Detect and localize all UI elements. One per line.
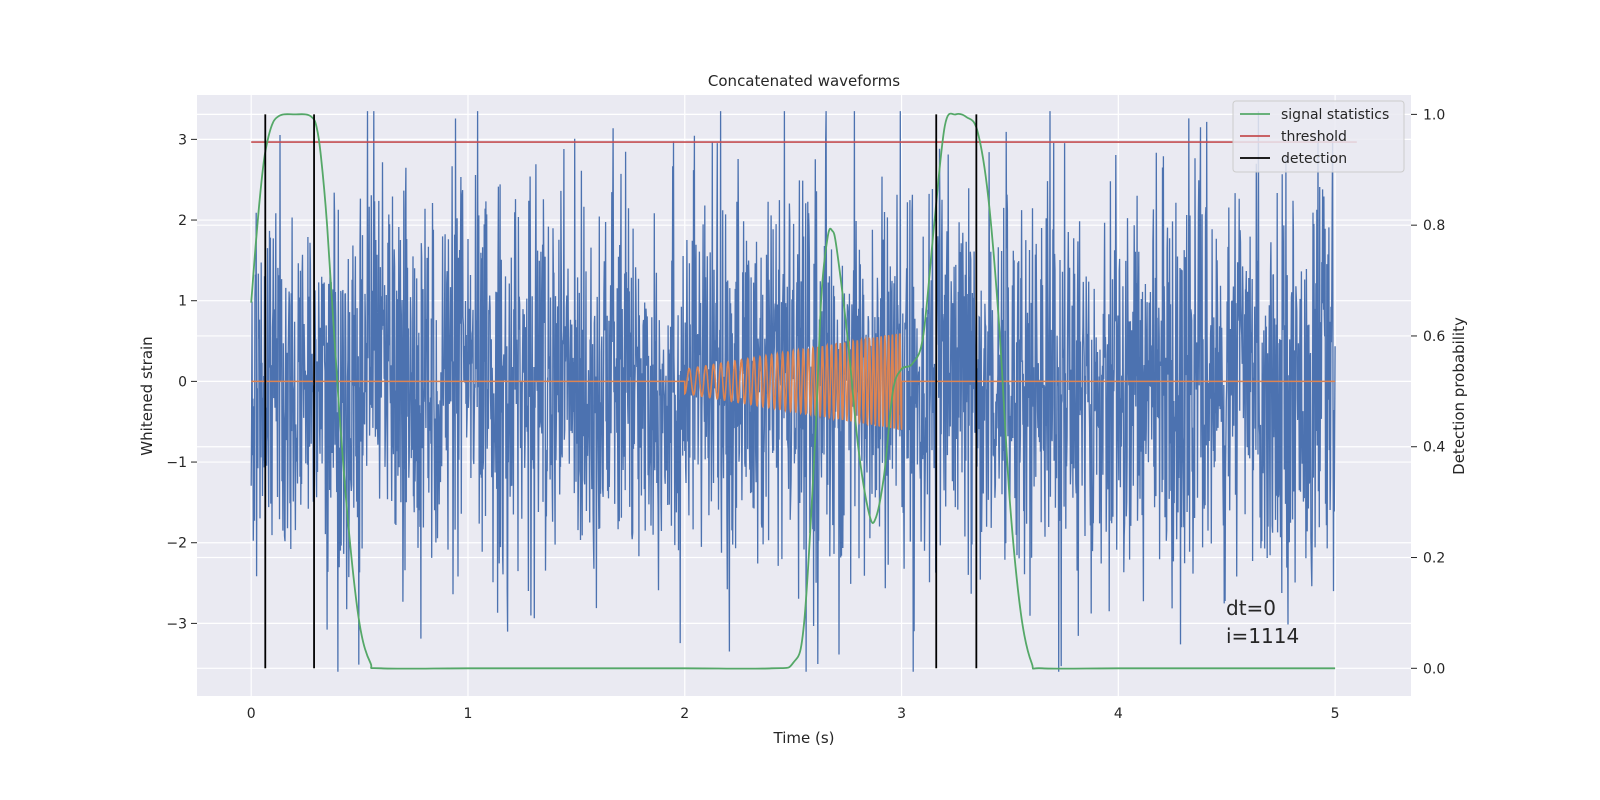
chart-title: Concatenated waveforms [708, 72, 900, 90]
annotation-dt: dt=0 [1226, 596, 1276, 620]
x-tick-label: 0 [247, 706, 256, 722]
legend: signal statistics threshold detection [1232, 100, 1405, 173]
y-tick-label: −3 [166, 616, 187, 632]
x-tick-label: 5 [1331, 706, 1340, 722]
y-right-tick-label: 1.0 [1423, 107, 1445, 123]
x-tick-label: 2 [680, 706, 689, 722]
y-tick-label: −2 [166, 536, 187, 552]
ticks: 0 1 2 3 4 5 −3 −2 −1 0 1 2 3 0.0 0.2 0.4 0.6 0.8 1.0 [166, 107, 1445, 722]
x-tick-label: 3 [897, 706, 906, 722]
annotation-i: i=1114 [1226, 624, 1299, 648]
y-right-tick-label: 0.4 [1423, 440, 1445, 456]
strain-line [250, 111, 1336, 672]
x-tick-label: 1 [464, 706, 473, 722]
y-right-tick-label: 0.6 [1423, 329, 1445, 345]
y-tick-label: 2 [178, 213, 187, 229]
y-axis-label-right: Detection probability [1450, 317, 1468, 475]
y-tick-label: 3 [178, 132, 187, 148]
series-layer [250, 111, 1357, 672]
x-axis-label: Time (s) [773, 729, 835, 747]
y-right-tick-label: 0.8 [1423, 218, 1445, 234]
legend-box [1232, 100, 1405, 173]
y-right-tick-label: 0.2 [1423, 551, 1445, 567]
y-tick-label: −1 [166, 455, 187, 471]
legend-label-detection: detection [1281, 151, 1347, 167]
injected-waveform-line [251, 333, 1336, 431]
y-tick-label: 1 [178, 294, 187, 310]
x-tick-label: 4 [1114, 706, 1123, 722]
legend-label-statistics: signal statistics [1281, 107, 1389, 123]
y-right-tick-label: 0.0 [1423, 661, 1445, 677]
legend-label-threshold: threshold [1281, 129, 1347, 145]
signal-statistics-line [250, 112, 1336, 670]
y-axis-label: Whitened strain [138, 336, 156, 455]
y-tick-label: 0 [178, 374, 187, 390]
